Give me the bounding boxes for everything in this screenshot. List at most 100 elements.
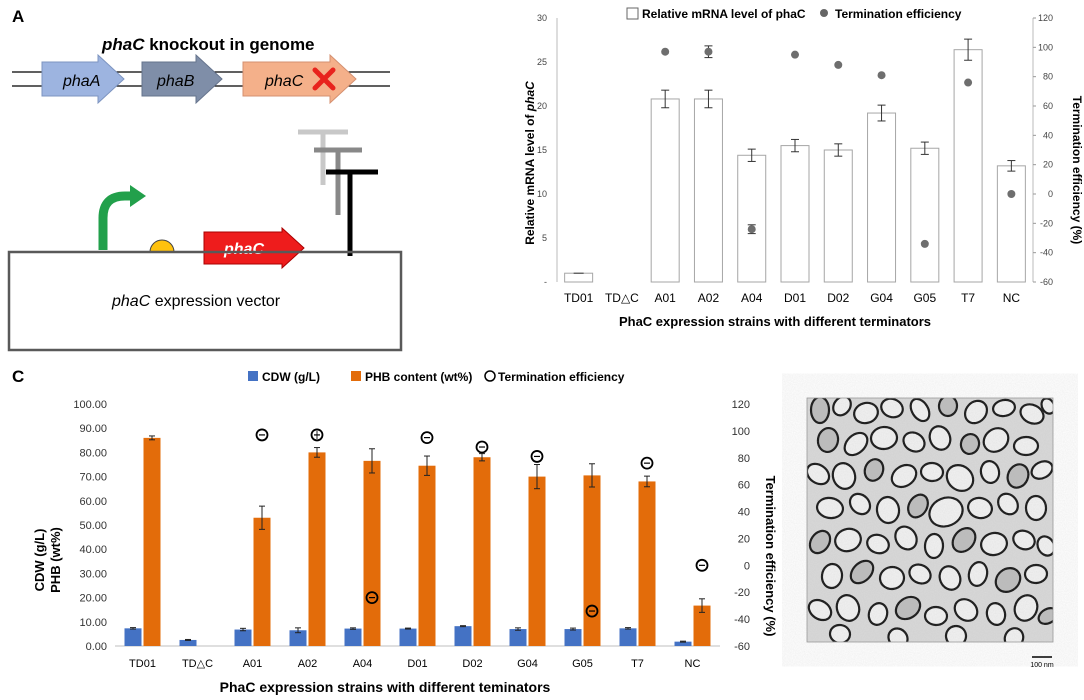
legend-phb-label: PHB content (wt%): [365, 370, 472, 384]
panel-c-left-tick-label: 10.00: [79, 617, 107, 629]
panel-c-right-tick-label: 120: [732, 399, 750, 411]
panel-c-category-label: A04: [353, 658, 373, 670]
vector-gene-phaC-arrow: [203, 226, 305, 270]
panel-c-right-tick-label: -40: [734, 614, 750, 626]
panel-b-bar: [996, 165, 1026, 283]
panel-b-bar: [867, 112, 897, 283]
panel-c-phb-bar: [143, 437, 161, 646]
panel-c-category-label: G05: [572, 658, 593, 670]
legend-dot-label: Termination efficiency: [835, 7, 962, 21]
panel-c-chart: C CDW (g/L) PHB content (wt%) Terminatio…: [12, 367, 778, 695]
panel-c-right-tick-label: 0: [744, 560, 750, 572]
panel-c-category-label: D02: [462, 658, 482, 670]
panel-c-left-tick-label: 20.00: [79, 593, 107, 605]
panel-b-dot: [834, 60, 843, 69]
panel-b-right-tick-label: -20: [1040, 218, 1053, 228]
panel-a-diagram: A phaC knockout in genome phaA phaB phaC…: [7, 7, 403, 352]
promoter-arrowhead-icon: [130, 185, 146, 207]
legend-te-swatch: [484, 370, 496, 382]
panel-c-phb-bar: [638, 481, 656, 646]
legend-te-label: Termination efficiency: [498, 370, 625, 384]
legend-phb-swatch: [351, 371, 361, 381]
panel-c-ylabel-left-1: CDW (g/L): [32, 529, 47, 592]
panel-b-category-label: TD01: [564, 291, 594, 305]
panel-a-letter: A: [12, 7, 24, 26]
panel-b-dot: [791, 50, 799, 59]
gene-phaA-arrow: [41, 53, 125, 105]
panel-b-category-label: NC: [1003, 291, 1021, 305]
terminator-dark-icon: [326, 169, 378, 256]
vector-gene-label: phaC: [223, 241, 264, 258]
gene-phaC-label: phaC: [264, 73, 304, 90]
panel-c-right-tick-label: -60: [734, 641, 750, 653]
panel-b-right-tick-label: 80: [1043, 72, 1053, 82]
panel-b-category-label: A04: [741, 291, 763, 305]
panel-c-phb-bar: [253, 517, 271, 646]
knockout-cross-icon: [312, 67, 336, 91]
panel-c-te-marker: [420, 431, 434, 445]
panel-b-dot: [920, 239, 929, 248]
panel-b-chart: B Relative mRNA level of phaC Terminatio…: [523, 7, 1084, 329]
tem-image-frame: [806, 397, 1054, 643]
panel-b-right-tick-label: 60: [1043, 101, 1053, 111]
legend-dot-swatch: [820, 9, 828, 17]
panel-b-left-tick-label: -: [544, 277, 547, 287]
panel-c-cdw-bar: [399, 628, 417, 646]
genome-title-gene: phaC: [101, 35, 145, 54]
panel-c-te-marker: [310, 428, 324, 442]
legend-bar-swatch: [626, 7, 639, 20]
panel-c-category-label: G04: [517, 658, 538, 670]
expression-vector-box: [7, 250, 403, 352]
panel-c-right-tick-label: -20: [734, 587, 750, 599]
panel-c-category-label: A02: [298, 658, 318, 670]
panel-b-category-label: A01: [655, 291, 677, 305]
panel-b-legend: Relative mRNA level of phaC Termination …: [626, 7, 962, 21]
panel-b-ylabel-left-gene: phaC: [523, 81, 537, 112]
panel-c-te-marker: [530, 450, 544, 463]
panel-b-plot-area: 30 25 20 15 10 5 - 120 100 80 60 40 20 0 -20 -40 -60 TD01…: [537, 13, 1053, 305]
panel-b-category-label: A02: [698, 291, 720, 305]
gene-phaA-label: phaA: [62, 73, 100, 90]
panel-c-right-tick-label: 40: [738, 507, 750, 519]
gene-phaC-arrow: [242, 53, 357, 105]
panel-b-left-tick-label: 10: [537, 189, 547, 199]
panel-c-cdw-bar: [344, 628, 362, 646]
panel-b-right-tick-label: 120: [1038, 13, 1053, 23]
panel-b-dot: [877, 71, 886, 80]
panel-b-category-label: T7: [961, 291, 975, 305]
panel-c-cdw-bar: [234, 629, 252, 646]
legend-cdw-label: CDW (g/L): [262, 370, 320, 384]
gene-phaC-genome: phaC: [242, 53, 357, 105]
panel-b-right-tick-label: 40: [1043, 130, 1053, 140]
panel-b-bar: [953, 49, 983, 283]
panel-b-right-tick-label: 20: [1043, 160, 1053, 170]
legend-bar-label: Relative mRNA level of phaC: [642, 7, 806, 21]
panel-b-left-tick-label: 20: [537, 101, 547, 111]
panel-c-phb-bar: [363, 460, 381, 646]
panel-c-cdw-bar: [619, 628, 637, 646]
panel-b-dot: [1007, 190, 1016, 198]
panel-b-right-tick-label: -60: [1040, 277, 1053, 287]
panel-c-ylabel-left-2: PHB (wt%): [48, 527, 63, 593]
panel-b-dot: [661, 47, 670, 56]
rbs-icon: [149, 239, 175, 253]
tem-image-texture: [807, 398, 1053, 642]
panel-c-phb-bar: [473, 457, 491, 646]
panel-c-te-marker: [475, 440, 489, 454]
panel-c-left-tick-label: 0.00: [86, 641, 107, 653]
panel-b-right-tick-label: -40: [1040, 248, 1053, 258]
scale-bar-label: 100 nm: [1030, 662, 1054, 669]
panel-c-category-label: NC: [685, 658, 701, 670]
panel-b-category-label: D01: [784, 291, 806, 305]
panel-b-right-tick-label: 100: [1038, 42, 1053, 52]
legend-cdw-swatch: [248, 371, 258, 381]
panel-c-right-tick-label: 20: [738, 533, 750, 545]
panel-b-bar: [564, 272, 594, 283]
panel-c-ylabel-right: Termination efficiency (%): [763, 476, 778, 637]
panel-b-bar: [650, 98, 680, 283]
panel-b-ylabel-left-prefix: Relative mRNA level of: [523, 111, 537, 245]
panel-c-te-marker: [695, 558, 709, 572]
panel-b-category-label: D02: [827, 291, 849, 305]
panel-c-category-label: TD△C: [182, 658, 213, 670]
panel-c-cdw-bar: [564, 629, 582, 646]
